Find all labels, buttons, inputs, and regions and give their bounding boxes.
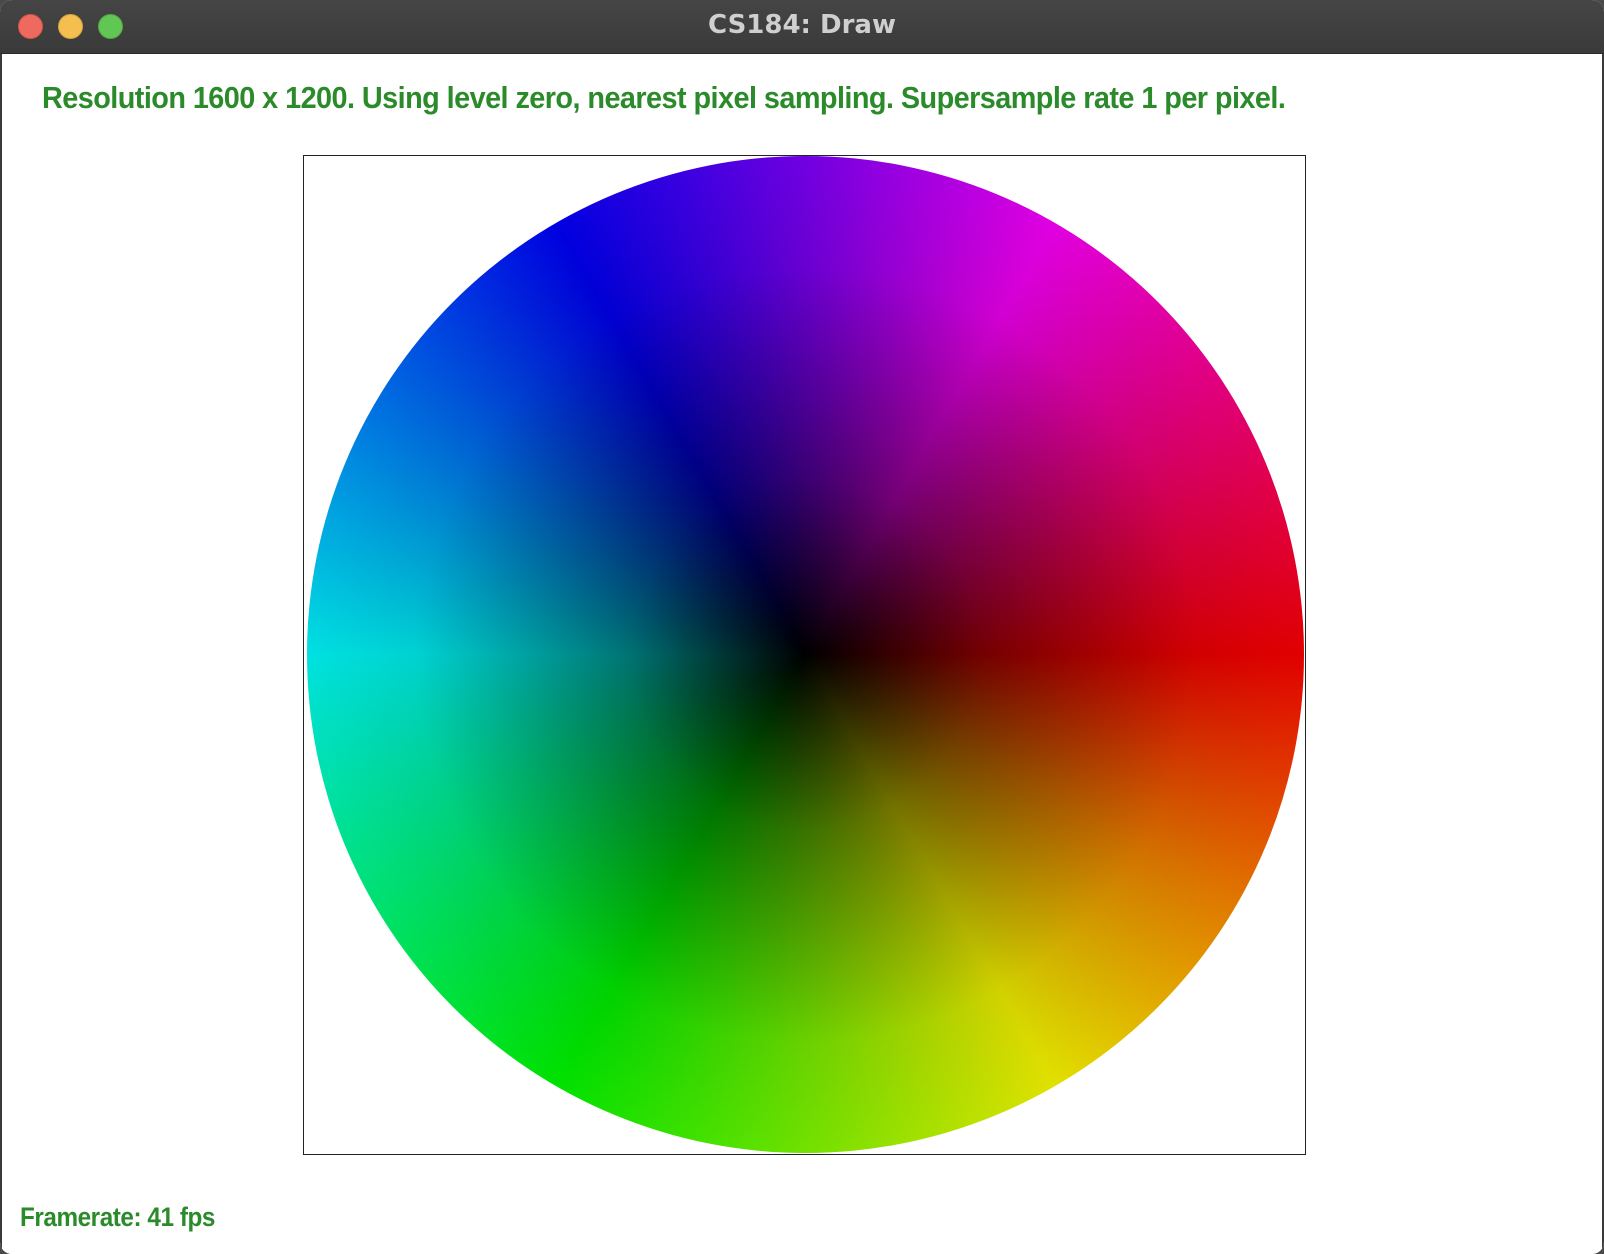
zoom-window-button[interactable] (98, 14, 123, 39)
minimize-window-button[interactable] (58, 14, 83, 39)
title-bar[interactable]: CS184: Draw (0, 0, 1604, 54)
draw-viewport[interactable]: Resolution 1600 x 1200. Using level zero… (0, 54, 1604, 1254)
framerate-text: Framerate: 41 fps (20, 1202, 215, 1232)
window-title: CS184: Draw (708, 10, 896, 40)
svg-canvas-frame[interactable] (303, 155, 1306, 1155)
color-wheel-image (307, 156, 1304, 1153)
close-window-button[interactable] (18, 14, 43, 39)
status-text: Resolution 1600 x 1200. Using level zero… (42, 80, 1286, 115)
